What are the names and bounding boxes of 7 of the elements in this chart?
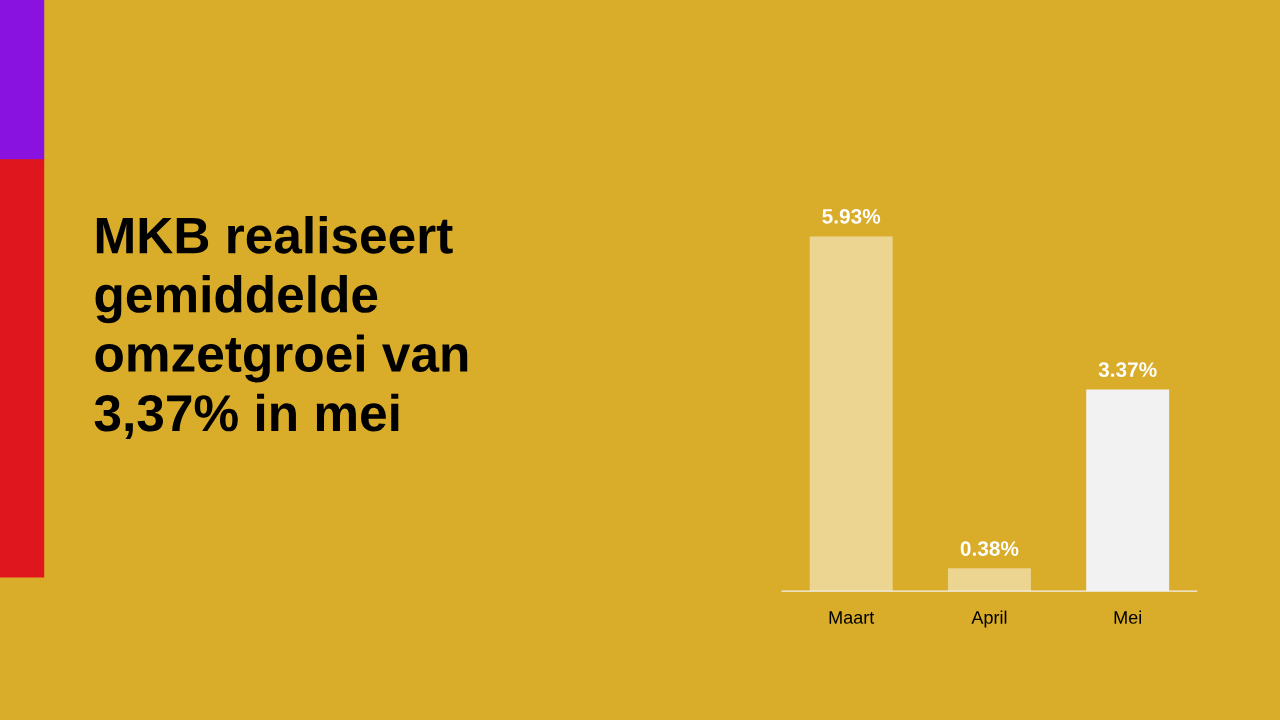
text: MKB realiseert gemiddelde omzetgroei van 3,37% in mei xyxy=(94,216,468,439)
x-tick-label: Mei xyxy=(1114,610,1142,624)
data-label: 0.38% xyxy=(960,541,1019,556)
x-tick-label: Maart xyxy=(829,611,875,624)
x-tick-label: April xyxy=(971,610,1007,628)
data-label: 3.37% xyxy=(1098,362,1157,377)
data-label: 5.93% xyxy=(822,208,881,224)
